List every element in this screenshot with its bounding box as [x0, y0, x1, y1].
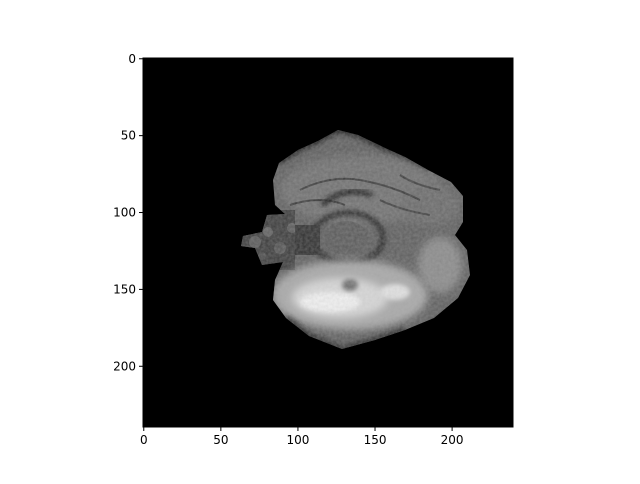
x-tick-label: 100: [286, 433, 309, 447]
y-tick-label: 100: [113, 206, 136, 220]
y-tick-label: 0: [128, 52, 136, 66]
x-axis-ticks: 0 50 100 150 200: [140, 427, 464, 447]
x-tick-label: 150: [364, 433, 387, 447]
axes-frame: [142, 57, 514, 428]
y-tick-label: 50: [121, 129, 136, 143]
y-axis-ticks: 0 50 100 150 200: [113, 52, 143, 373]
y-tick-label: 200: [113, 359, 136, 373]
x-tick-label: 50: [213, 433, 228, 447]
x-tick-label: 200: [441, 433, 464, 447]
y-tick-label: 150: [113, 282, 136, 296]
x-tick-label: 0: [140, 433, 148, 447]
